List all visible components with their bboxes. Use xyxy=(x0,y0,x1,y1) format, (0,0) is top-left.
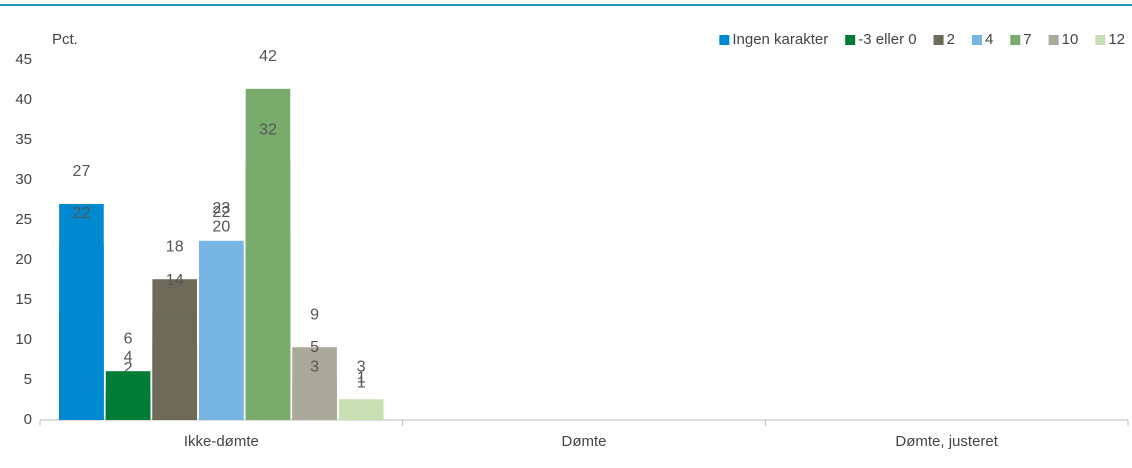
y-axis-title: Pct. xyxy=(52,31,78,48)
legend-label: 7 xyxy=(1023,31,1031,48)
bar xyxy=(105,389,151,420)
legend-swatch xyxy=(845,35,856,45)
legend-label: -3 eller 0 xyxy=(858,31,916,48)
legend-swatch xyxy=(1095,35,1106,45)
value-label: 32 xyxy=(259,122,277,139)
value-label: 3 xyxy=(357,358,366,375)
y-tick-label: 25 xyxy=(15,211,32,228)
value-label: 3 xyxy=(310,358,319,375)
legend-label: Ingen karakter xyxy=(732,31,828,48)
y-tick-label: 40 xyxy=(15,91,32,108)
value-label: 1 xyxy=(357,374,366,391)
y-tick-label: 30 xyxy=(15,171,32,188)
y-tick-label: 5 xyxy=(24,371,32,388)
value-label: 6 xyxy=(124,330,133,347)
value-label: 9 xyxy=(310,306,319,323)
legend-label: 12 xyxy=(1108,31,1125,48)
bar xyxy=(199,244,244,420)
value-label: 27 xyxy=(73,163,91,180)
value-label: 20 xyxy=(212,218,230,235)
legend-label: 2 xyxy=(947,31,955,48)
y-tick-label: 20 xyxy=(15,251,32,268)
value-label: 14 xyxy=(166,272,184,289)
x-tick-label: Ikke-dømte xyxy=(184,433,259,450)
value-label: 5 xyxy=(310,339,319,356)
value-label: 2 xyxy=(124,360,133,377)
legend-swatch xyxy=(719,35,730,45)
y-tick-label: 0 xyxy=(24,411,32,428)
legend-label: 10 xyxy=(1062,31,1079,48)
bar xyxy=(245,162,291,420)
bar xyxy=(292,380,337,420)
value-label: 22 xyxy=(212,204,230,221)
bar xyxy=(338,410,384,420)
legend-swatch xyxy=(971,35,982,45)
value-label: 42 xyxy=(259,48,277,65)
y-tick-label: 35 xyxy=(15,131,32,148)
value-label: 4 xyxy=(124,349,133,366)
value-label: 18 xyxy=(166,238,184,255)
bar xyxy=(152,312,198,420)
y-tick-label: 45 xyxy=(15,51,32,68)
legend-swatch xyxy=(1048,35,1059,45)
legend-swatch xyxy=(1010,35,1021,45)
y-tick-label: 15 xyxy=(15,291,32,308)
value-label: 1 xyxy=(357,370,366,387)
value-label: 23 xyxy=(212,200,230,217)
x-tick-label: Dømte xyxy=(562,433,607,450)
y-tick-label: 10 xyxy=(15,331,32,348)
value-label: 22 xyxy=(73,205,91,222)
bar xyxy=(59,245,104,420)
x-tick-label: Dømte, justeret xyxy=(895,433,998,450)
legend-swatch xyxy=(933,35,944,45)
legend-label: 4 xyxy=(985,31,993,48)
